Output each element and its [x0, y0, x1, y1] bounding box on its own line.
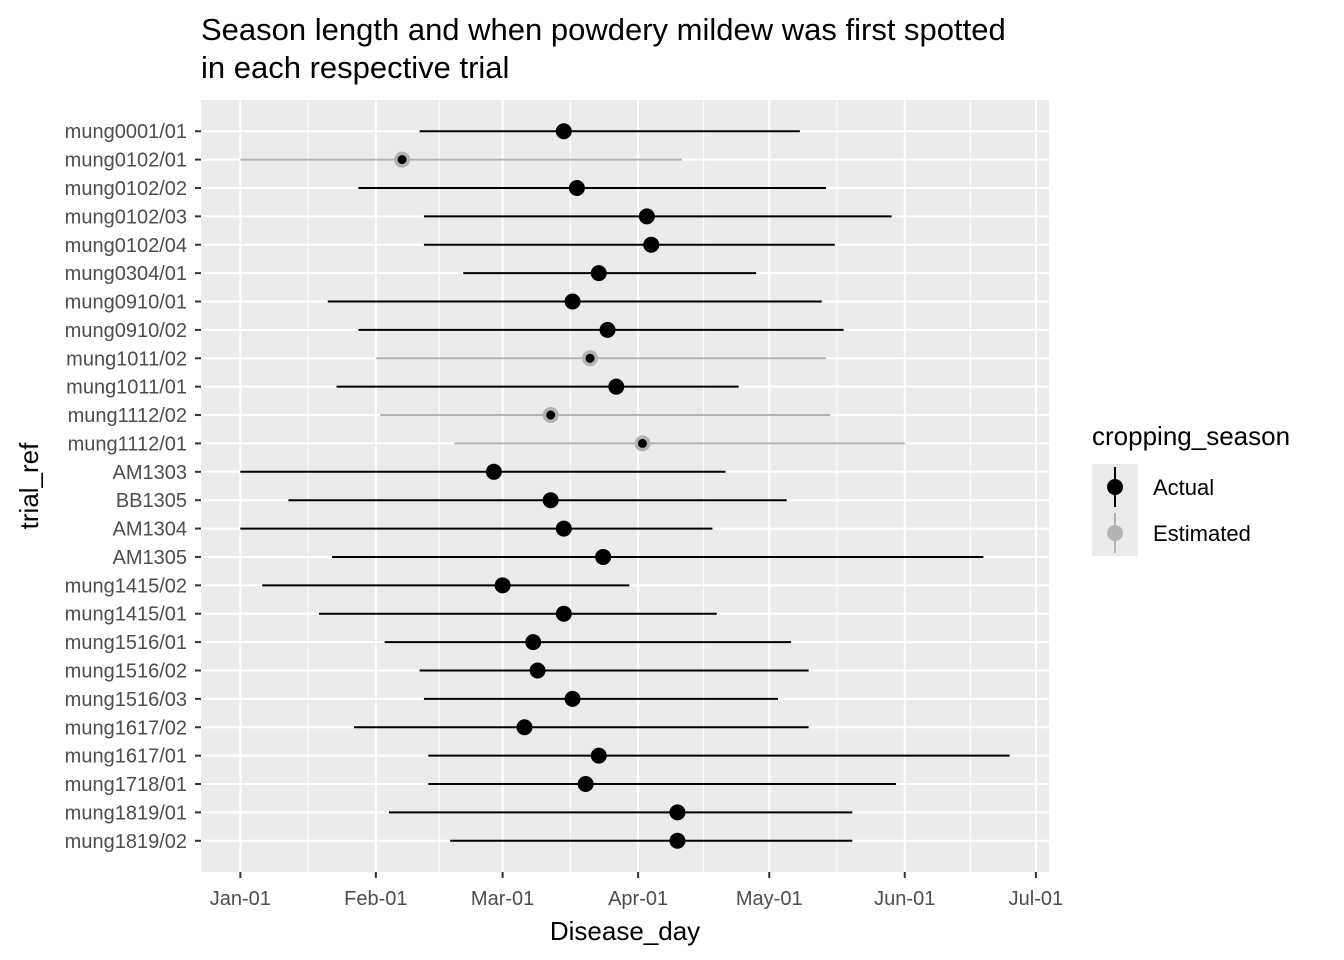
disease-day-point: [568, 179, 585, 196]
disease-day-point: [525, 634, 542, 651]
legend-entry-label: Actual: [1153, 475, 1214, 500]
x-tick-label: Jun-01: [874, 888, 935, 910]
disease-day-point-center: [585, 353, 595, 363]
disease-day-point: [590, 747, 607, 764]
y-tick-label: AM1305: [113, 547, 188, 569]
chart-title-line-2: in each respective trial: [201, 50, 510, 85]
disease-day-point: [590, 265, 607, 282]
y-axis-label: trial_ref: [14, 442, 44, 529]
x-tick-label: Jan-01: [210, 888, 271, 910]
y-tick-label: mung1819/01: [65, 802, 187, 824]
x-axis: Jan-01 Feb-01 Mar-01 Apr-01 May-01 Jun-01 Jul-…: [210, 872, 1063, 910]
disease-day-point: [669, 832, 686, 849]
legend-title: cropping_season: [1092, 421, 1290, 451]
y-tick-label: mung0102/01: [65, 150, 187, 172]
disease-day-points: [394, 123, 686, 849]
y-tick-label: mung0001/01: [65, 121, 187, 143]
y-tick-label: mung1112/02: [68, 405, 187, 427]
disease-day-point: [555, 520, 572, 537]
season-range-lines: [240, 130, 1010, 842]
legend-key-point: [1107, 479, 1123, 495]
y-tick-label: BB1305: [116, 490, 187, 512]
x-tick-label: Jul-01: [1009, 888, 1063, 910]
y-tick-label: mung0910/02: [65, 320, 187, 342]
disease-day-point: [494, 577, 511, 594]
y-tick-label: mung1516/01: [65, 632, 187, 654]
y-tick-label: mung1819/02: [65, 831, 187, 853]
x-tick-label: Mar-01: [471, 888, 534, 910]
disease-day-point: [643, 236, 660, 253]
disease-day-point: [638, 208, 655, 225]
y-tick-label: mung0910/01: [65, 292, 187, 314]
disease-day-point: [516, 719, 533, 736]
y-tick-label: mung1516/02: [65, 660, 187, 682]
legend: cropping_season Actual Estimated: [1092, 421, 1290, 556]
x-tick-label: May-01: [736, 888, 803, 910]
disease-day-point: [608, 378, 625, 395]
y-tick-label: mung1516/03: [65, 689, 187, 711]
disease-day-point: [485, 463, 502, 480]
legend-key-point: [1107, 525, 1123, 541]
disease-day-point: [542, 492, 559, 509]
disease-day-point: [564, 690, 581, 707]
disease-day-point: [669, 804, 686, 821]
y-tick-label: mung1415/02: [65, 575, 187, 597]
y-tick-label: mung0304/01: [65, 263, 187, 285]
y-tick-label: mung0102/03: [65, 206, 187, 228]
y-tick-label: mung0102/02: [65, 178, 187, 200]
y-tick-label: mung1011/02: [66, 348, 187, 370]
disease-day-point: [595, 548, 612, 565]
y-tick-label: mung1718/01: [65, 774, 187, 796]
y-tick-label: mung1617/01: [65, 746, 187, 768]
disease-day-point-center: [397, 155, 407, 165]
y-tick-label: mung1415/01: [65, 604, 187, 626]
y-tick-label: mung1617/02: [65, 717, 187, 739]
chart-title-line-1: Season length and when powdery mildew wa…: [201, 12, 1006, 47]
y-axis: mung0001/01 mung0102/01 mung0102/02 mung010…: [65, 121, 201, 853]
y-tick-label: AM1304: [113, 519, 188, 541]
x-axis-label: Disease_day: [550, 916, 700, 946]
x-tick-label: Apr-01: [608, 888, 668, 910]
disease-day-point: [599, 321, 616, 338]
y-tick-label: mung1112/01: [68, 433, 187, 455]
disease-day-point-center: [546, 410, 556, 420]
legend-entry-label: Estimated: [1153, 521, 1251, 546]
y-tick-label: mung1011/01: [66, 377, 187, 399]
disease-day-point: [555, 605, 572, 622]
y-tick-label: AM1303: [113, 462, 188, 484]
y-tick-label: mung0102/04: [65, 235, 187, 257]
disease-day-point: [564, 293, 581, 310]
disease-day-point: [577, 776, 594, 793]
plot-panel: [201, 100, 1049, 872]
disease-day-point: [529, 662, 546, 679]
x-tick-label: Feb-01: [344, 888, 407, 910]
disease-day-point: [555, 123, 572, 140]
disease-day-point-center: [637, 438, 647, 448]
